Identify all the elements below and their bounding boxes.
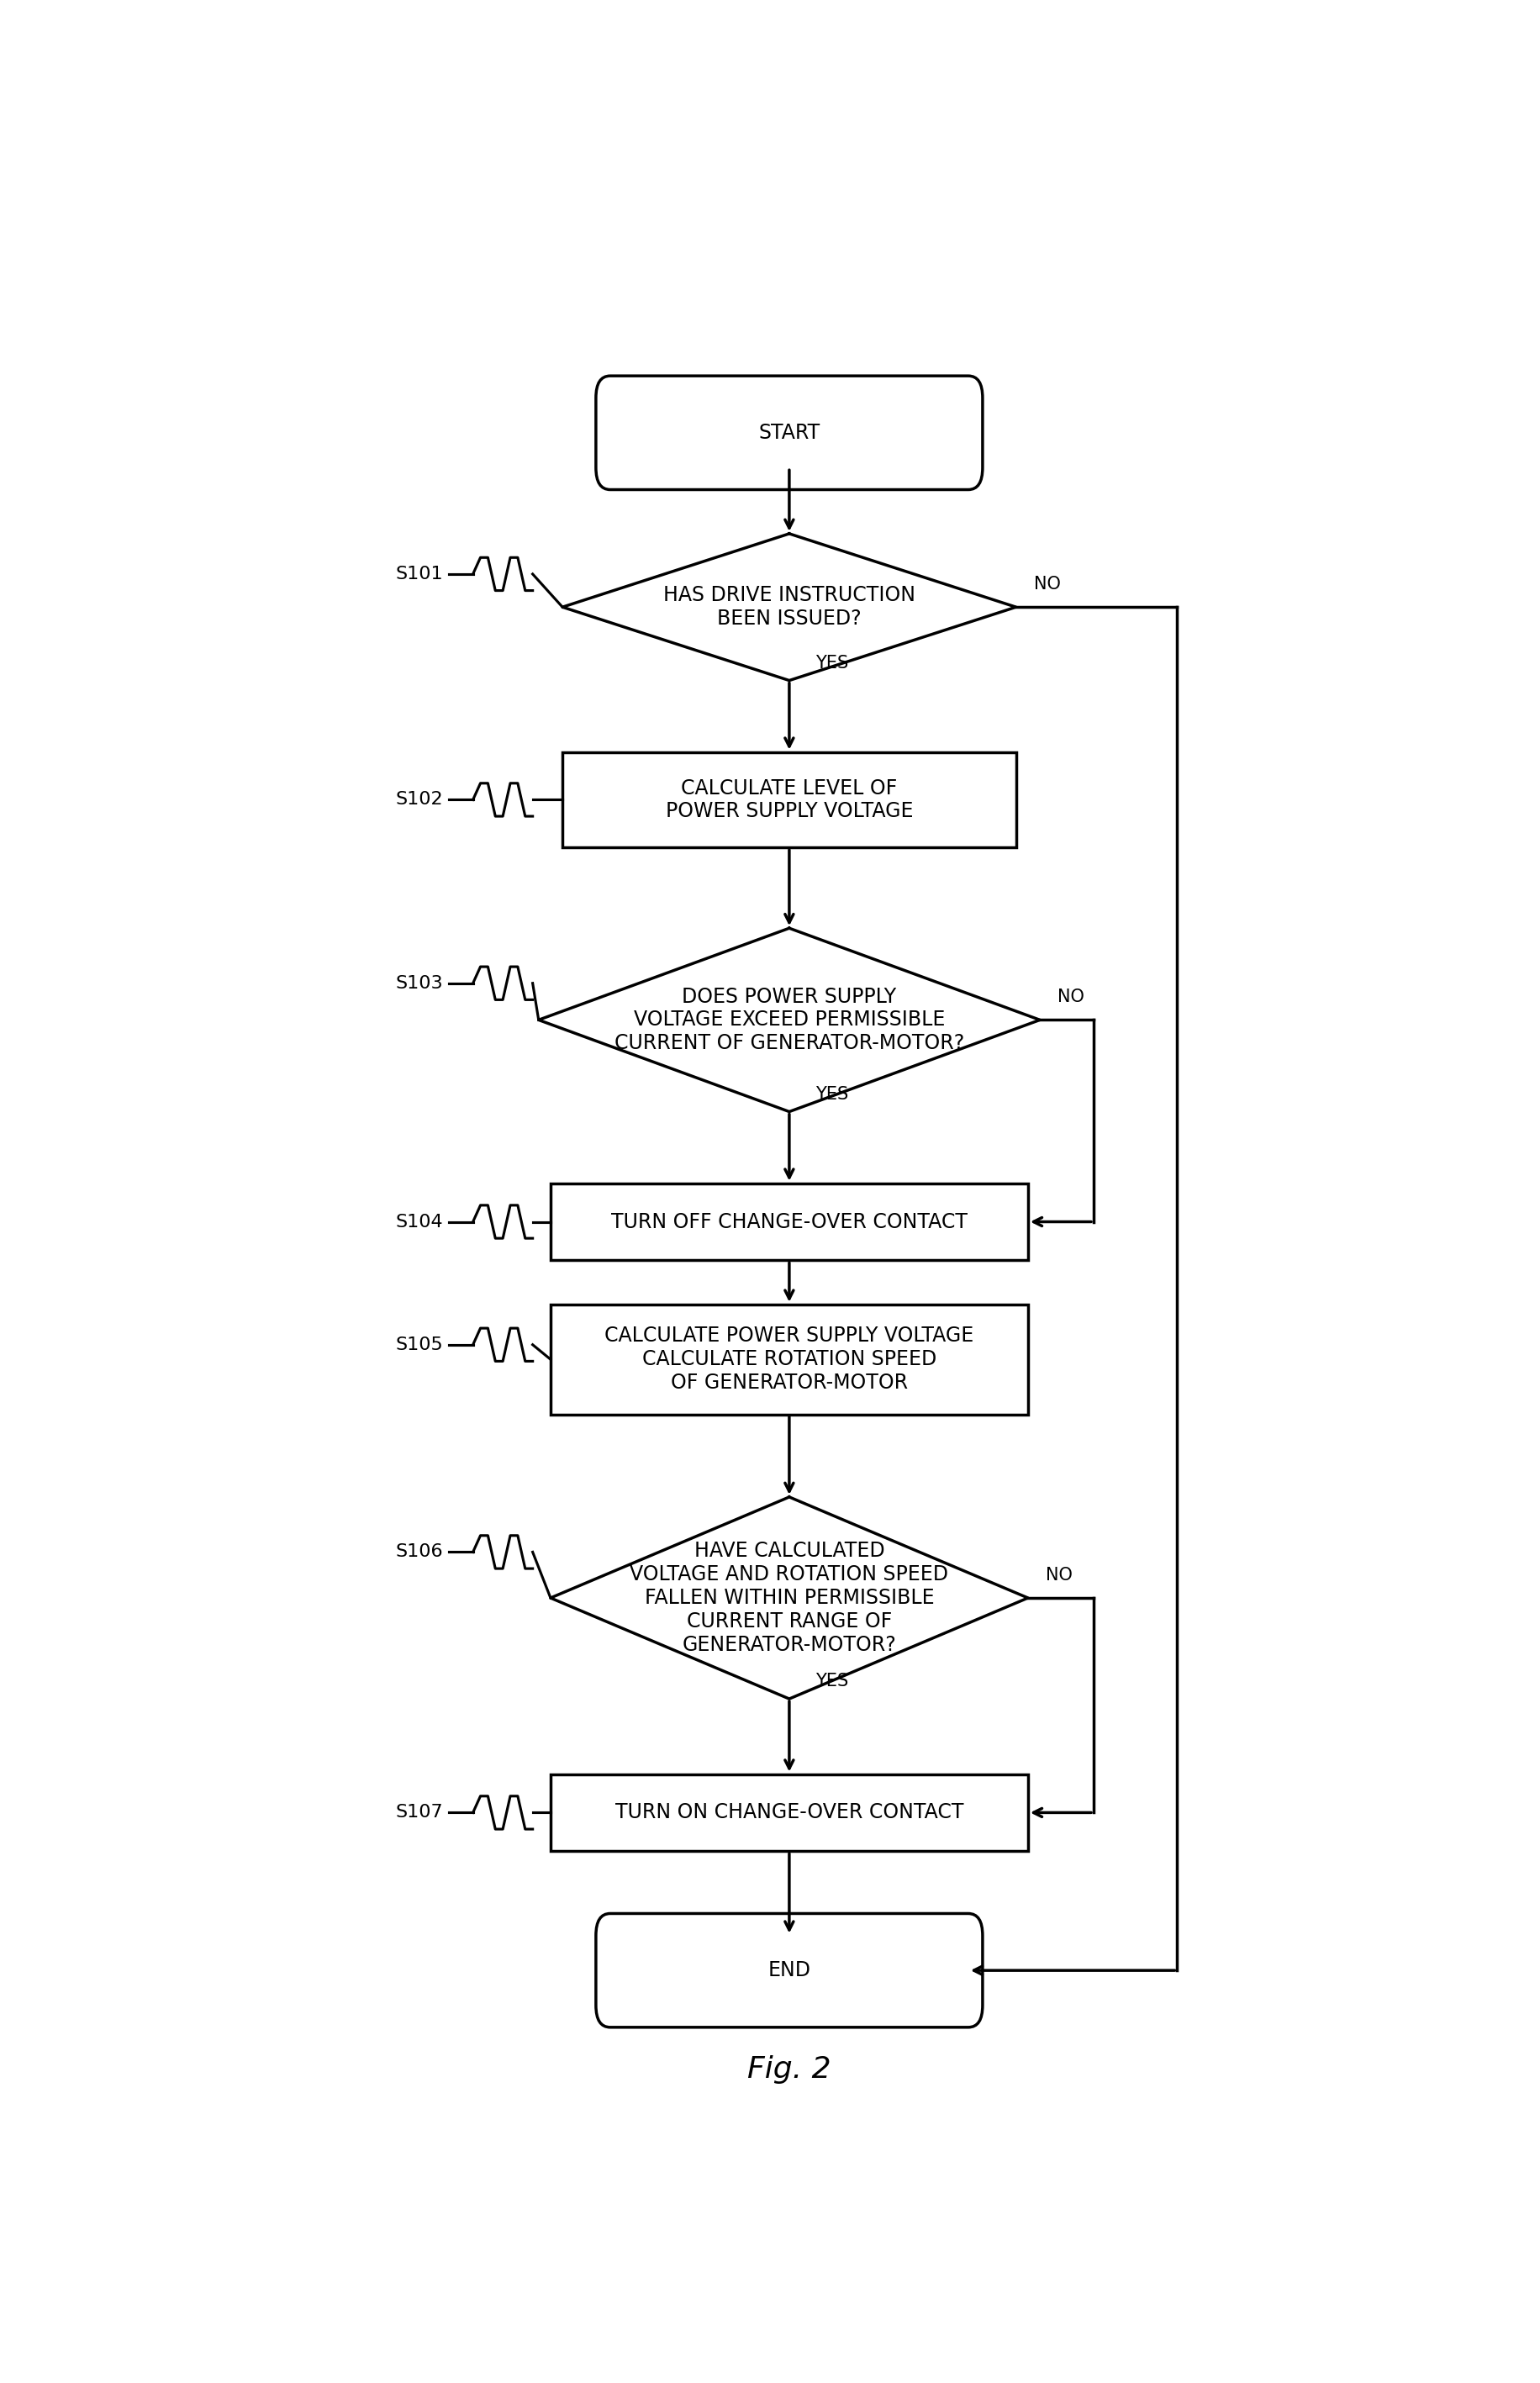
Text: CALCULATE LEVEL OF
POWER SUPPLY VOLTAGE: CALCULATE LEVEL OF POWER SUPPLY VOLTAGE: [665, 777, 913, 822]
Text: NO: NO: [1033, 577, 1061, 593]
Text: S102: S102: [396, 791, 444, 808]
Bar: [551, 1184, 1029, 1261]
Bar: [562, 753, 1016, 848]
Text: NO: NO: [1046, 1566, 1073, 1582]
Polygon shape: [539, 927, 1040, 1110]
Text: S104: S104: [396, 1213, 444, 1230]
Text: YES: YES: [816, 1087, 849, 1103]
Text: NO: NO: [1058, 989, 1084, 1006]
Bar: [551, 1773, 1029, 1852]
Text: S105: S105: [396, 1337, 444, 1354]
Text: S101: S101: [396, 565, 444, 581]
Text: HAVE CALCULATED
VOLTAGE AND ROTATION SPEED
FALLEN WITHIN PERMISSIBLE
CURRENT RAN: HAVE CALCULATED VOLTAGE AND ROTATION SPE…: [630, 1542, 949, 1654]
Text: DOES POWER SUPPLY
VOLTAGE EXCEED PERMISSIBLE
CURRENT OF GENERATOR-MOTOR?: DOES POWER SUPPLY VOLTAGE EXCEED PERMISS…: [614, 987, 964, 1053]
Bar: [551, 1304, 1029, 1416]
Text: S107: S107: [396, 1804, 444, 1821]
FancyBboxPatch shape: [596, 377, 983, 489]
Text: YES: YES: [816, 1673, 849, 1690]
Text: YES: YES: [816, 655, 849, 672]
Polygon shape: [551, 1497, 1027, 1699]
Text: START: START: [759, 422, 819, 443]
Polygon shape: [562, 534, 1016, 682]
Text: TURN OFF CHANGE-OVER CONTACT: TURN OFF CHANGE-OVER CONTACT: [611, 1211, 967, 1232]
FancyBboxPatch shape: [596, 1914, 983, 2028]
Text: HAS DRIVE INSTRUCTION
BEEN ISSUED?: HAS DRIVE INSTRUCTION BEEN ISSUED?: [664, 586, 915, 629]
Text: END: END: [768, 1961, 810, 1980]
Text: S103: S103: [396, 975, 444, 991]
Text: TURN ON CHANGE-OVER CONTACT: TURN ON CHANGE-OVER CONTACT: [614, 1802, 964, 1823]
Text: S106: S106: [396, 1544, 444, 1561]
Text: Fig. 2: Fig. 2: [747, 2054, 832, 2083]
Text: CALCULATE POWER SUPPLY VOLTAGE
CALCULATE ROTATION SPEED
OF GENERATOR-MOTOR: CALCULATE POWER SUPPLY VOLTAGE CALCULATE…: [605, 1325, 973, 1392]
